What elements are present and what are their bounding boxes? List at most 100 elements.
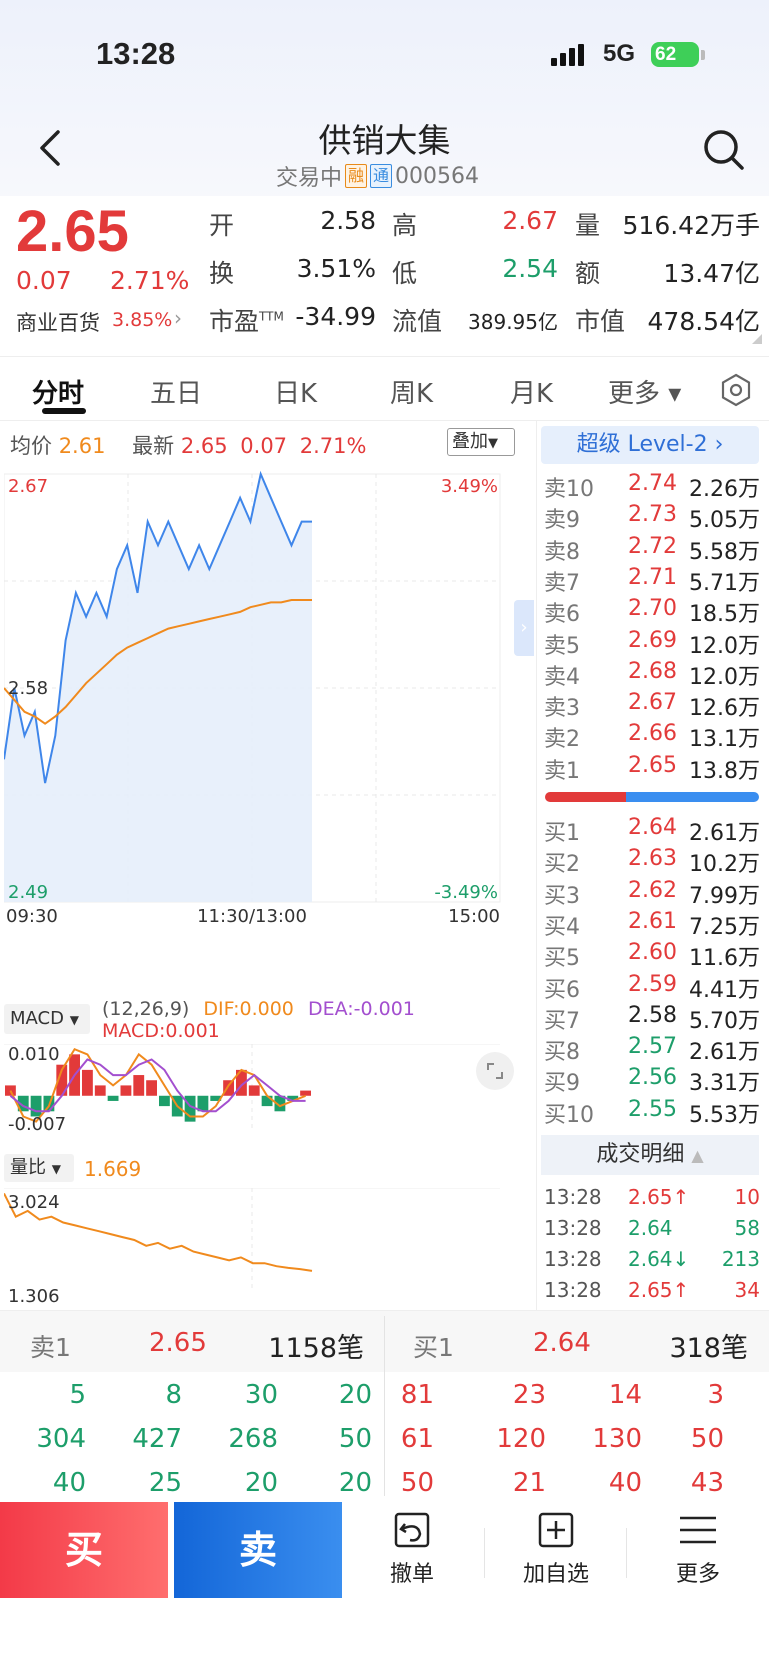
sell-button[interactable]: 卖 xyxy=(174,1502,342,1598)
level-price: 2.73 xyxy=(628,502,677,528)
add-watchlist-label: 加自选 xyxy=(522,1562,589,1587)
overlay-button[interactable]: 叠加▼ xyxy=(447,428,515,456)
latest-change: 0.07 xyxy=(240,434,288,458)
macd-chart[interactable]: 0.010 -0.007 xyxy=(4,1044,534,1148)
macd-bar xyxy=(17,1095,29,1112)
order-book-row[interactable]: 买6 2.59 4.41万 xyxy=(544,972,760,1003)
level-price: 2.62 xyxy=(628,877,677,903)
x-tick-open: 09:30 xyxy=(6,906,58,927)
level-price: 2.58 xyxy=(628,1002,677,1028)
order-book-row[interactable]: 卖6 2.70 18.5万 xyxy=(544,596,760,627)
level-volume: 7.99万 xyxy=(689,883,760,909)
order-book-row[interactable]: 卖3 2.67 12.6万 xyxy=(544,690,760,721)
divider xyxy=(626,1528,627,1578)
order-book-row[interactable]: 卖10 2.74 2.26万 xyxy=(544,471,760,502)
level-price: 2.71 xyxy=(628,564,677,590)
macd-bar xyxy=(210,1095,222,1101)
trade-volume: 10 xyxy=(734,1185,760,1209)
level-price: 2.65 xyxy=(628,752,677,778)
level-price: 2.64 xyxy=(628,815,677,840)
tab-weekly-k[interactable]: 周K xyxy=(390,379,434,409)
chart-settings-button[interactable] xyxy=(719,373,753,407)
level-price: 2.69 xyxy=(628,627,677,653)
order-book-row[interactable]: 买5 2.60 11.6万 xyxy=(544,940,760,971)
add-watchlist-button[interactable]: 加自选 xyxy=(496,1510,616,1594)
level-label: 卖2 xyxy=(544,727,580,753)
level-label: 买6 xyxy=(544,977,580,1003)
macd-bar xyxy=(261,1095,273,1107)
queue-buy-count: 318笔 xyxy=(669,1333,748,1364)
side-panel-handle[interactable]: › xyxy=(514,600,534,656)
high-label: 高 xyxy=(392,211,418,240)
level-volume: 12.6万 xyxy=(689,696,760,722)
queue-order-size: 427 xyxy=(132,1424,182,1454)
volume-ratio-chart[interactable]: 3.024 1.306 xyxy=(4,1188,534,1310)
tab-five-day[interactable]: 五日 xyxy=(150,379,203,409)
stock-code: 000564 xyxy=(395,163,479,189)
level-volume: 5.58万 xyxy=(689,539,760,565)
x-tick-close: 15:00 xyxy=(448,906,500,927)
order-book-row[interactable]: 卖5 2.69 12.0万 xyxy=(544,628,760,659)
order-book-row[interactable]: 卖9 2.73 5.05万 xyxy=(544,502,760,533)
level-volume: 5.53万 xyxy=(689,1102,760,1128)
tab-intraday[interactable]: 分时 xyxy=(32,379,85,409)
order-book-row[interactable]: 买9 2.56 3.31万 xyxy=(544,1065,760,1096)
macd-bar xyxy=(5,1085,16,1096)
level-volume: 2.61万 xyxy=(689,1040,760,1066)
tab-daily-k[interactable]: 日K xyxy=(274,379,318,409)
trade-detail-header[interactable]: 成交明细 ▲ xyxy=(541,1135,759,1175)
high-value: 2.67 xyxy=(502,206,558,235)
more-button[interactable]: 更多 xyxy=(638,1510,758,1594)
order-book-row[interactable]: 买10 2.55 5.53万 xyxy=(544,1097,760,1128)
order-book-row[interactable]: 卖1 2.65 13.8万 xyxy=(544,753,760,784)
trade-time: 13:28 xyxy=(544,1216,602,1240)
level2-button[interactable]: 超级 Level-2 › xyxy=(541,426,759,464)
pe-label: 市盈TTM xyxy=(209,302,284,338)
queue-order-size: 40 xyxy=(608,1468,642,1498)
order-book-row[interactable]: 买2 2.63 10.2万 xyxy=(544,846,760,877)
level-price: 2.67 xyxy=(628,690,677,716)
volume-ratio-line xyxy=(4,1192,313,1272)
sector-name[interactable]: 商业百货 xyxy=(16,311,100,335)
intraday-chart[interactable]: 2.67 2.58 2.49 3.49% -3.49% 09:30 11:30/13:00 1… xyxy=(4,462,534,962)
level-label: 买9 xyxy=(544,1071,580,1097)
plus-square-icon xyxy=(538,1512,574,1548)
cancel-order-button[interactable]: 撤单 xyxy=(352,1510,472,1594)
macd-selector[interactable]: MACD ▼ xyxy=(4,1004,90,1034)
order-book-row[interactable]: 卖4 2.68 12.0万 xyxy=(544,659,760,690)
macd-selector-label: MACD xyxy=(10,1008,64,1029)
volume-ratio-selector[interactable]: 量比 ▼ xyxy=(4,1154,74,1182)
level-label: 卖9 xyxy=(544,508,580,534)
amount-label: 额 xyxy=(575,259,601,288)
latest-label: 最新 xyxy=(132,434,175,458)
level-price: 2.74 xyxy=(628,471,677,496)
level-volume: 7.25万 xyxy=(689,914,760,940)
search-button[interactable] xyxy=(702,128,746,172)
order-book-row[interactable]: 买8 2.57 2.61万 xyxy=(544,1034,760,1065)
menu-icon xyxy=(680,1516,716,1544)
order-book-row[interactable]: 买3 2.62 7.99万 xyxy=(544,878,760,909)
low-label: 低 xyxy=(392,259,418,288)
more-label: 更多 xyxy=(675,1562,720,1587)
back-button[interactable] xyxy=(34,126,70,170)
order-book-row[interactable]: 卖7 2.71 5.71万 xyxy=(544,565,760,596)
order-book-row[interactable]: 买4 2.61 7.25万 xyxy=(544,909,760,940)
buy-ratio-segment xyxy=(545,792,627,802)
macd-bar xyxy=(300,1090,311,1096)
order-book-row[interactable]: 买7 2.58 5.70万 xyxy=(544,1003,760,1034)
expand-button[interactable] xyxy=(476,1052,514,1090)
buy-button[interactable]: 买 xyxy=(0,1502,168,1598)
open-value: 2.58 xyxy=(320,206,376,235)
order-book-row[interactable]: 卖2 2.66 13.1万 xyxy=(544,721,760,752)
macd-bar xyxy=(56,1064,68,1096)
order-book-row[interactable]: 买1 2.64 2.61万 xyxy=(544,815,760,846)
tab-more[interactable]: 更多 ▾ xyxy=(608,379,682,409)
trade-price: 2.64 xyxy=(628,1216,673,1240)
vr-y-top: 3.024 xyxy=(8,1192,60,1213)
order-book-row[interactable]: 卖8 2.72 5.58万 xyxy=(544,534,760,565)
level-label: 买10 xyxy=(544,1102,594,1128)
tab-monthly-k[interactable]: 月K xyxy=(510,379,554,409)
signal-icon xyxy=(551,44,587,66)
amount-value: 13.47亿 xyxy=(663,259,760,288)
divider xyxy=(484,1528,485,1578)
